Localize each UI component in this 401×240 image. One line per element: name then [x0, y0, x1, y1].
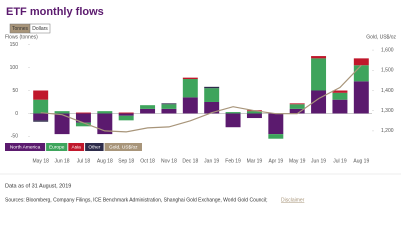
- bar: [161, 103, 177, 105]
- legend-swatch: [5, 143, 46, 151]
- bar: [97, 111, 113, 114]
- x-tick-label: Jun 19: [311, 158, 326, 164]
- bar: [33, 113, 49, 121]
- y-tick-label: -50: [11, 134, 18, 140]
- bar: [332, 90, 348, 93]
- y-tick-label: 50: [12, 88, 18, 94]
- x-tick-label: Jul 18: [77, 158, 91, 164]
- bar: [332, 99, 348, 114]
- bar: [33, 120, 49, 122]
- x-tick-label: Sep 18: [118, 158, 134, 164]
- bar: [161, 108, 177, 114]
- legend-swatch: [46, 143, 68, 151]
- y2-tick-label: 1,300: [381, 108, 394, 114]
- note: Data as of 31 August, 2019: [5, 183, 71, 189]
- bar: [161, 104, 177, 109]
- y-tick-label: 0: [15, 111, 18, 117]
- legend-swatch: [104, 143, 142, 151]
- x-tick-label: Oct 18: [140, 158, 155, 164]
- x-tick-label: Feb 19: [225, 158, 241, 164]
- chart: ETF monthly flows Tonnes Dollars Flows (…: [0, 6, 401, 203]
- y2-tick-label: 1,500: [381, 68, 394, 74]
- bar: [182, 77, 198, 80]
- bar: [353, 58, 369, 66]
- bar: [246, 111, 262, 114]
- legend-label: Other: [88, 145, 100, 151]
- bar: [75, 112, 91, 114]
- bar: [118, 113, 134, 116]
- legend-label: Gold, US$/oz: [109, 145, 138, 151]
- y-tick-label: 150: [10, 42, 19, 48]
- bar: [75, 122, 91, 127]
- bar: [182, 97, 198, 114]
- bar: [353, 81, 369, 114]
- bar: [268, 113, 284, 135]
- bar: [353, 65, 369, 82]
- y-tick-label: 100: [10, 65, 19, 71]
- bar: [140, 108, 156, 114]
- bar: [54, 113, 70, 135]
- bar: [75, 113, 91, 123]
- bar: [33, 90, 49, 100]
- button-bg[interactable]: [29, 23, 51, 34]
- legend-swatch: [68, 143, 85, 151]
- bar: [289, 108, 305, 114]
- bar: [54, 111, 70, 114]
- legend-label: Europe: [49, 145, 65, 151]
- button[interactable]: Dollars: [32, 26, 48, 32]
- y2-tick-label: 1,400: [381, 88, 394, 94]
- x-tick-label: Jan 19: [204, 158, 219, 164]
- bar: [289, 104, 305, 109]
- y2-tick-label: 1,600: [381, 47, 394, 53]
- x-tick-label: Apr 19: [268, 158, 283, 164]
- bar: [332, 92, 348, 100]
- gold-line: [40, 64, 362, 133]
- bar: [118, 112, 134, 114]
- bar: [204, 101, 220, 114]
- bar: [204, 88, 220, 102]
- bar: [225, 113, 241, 128]
- legend-label: Asia: [72, 145, 82, 151]
- bar: [182, 79, 198, 98]
- x-tick-label: Dec 18: [182, 158, 198, 164]
- legend-label: North America: [10, 145, 41, 151]
- bar: [268, 134, 284, 139]
- bar: [225, 112, 241, 114]
- bar: [118, 115, 134, 121]
- disclaimer-link[interactable]: Disclaimer: [281, 197, 305, 203]
- y2-tick-label: 1,200: [381, 128, 394, 134]
- bar: [140, 105, 156, 109]
- sources: Sources: Bloomberg, Company Filings, ICE…: [5, 197, 268, 203]
- chart-title: ETF monthly flows: [6, 6, 104, 18]
- x-tick-label: May 18: [32, 158, 49, 164]
- button[interactable]: Tonnes: [12, 26, 29, 32]
- legend-swatch: [85, 143, 104, 151]
- x-tick-label: May 19: [289, 158, 306, 164]
- bar: [204, 86, 220, 89]
- x-tick-label: Aug 18: [97, 158, 113, 164]
- y-axis-label: Flows (tonnes): [5, 34, 38, 40]
- bar: [33, 99, 49, 114]
- y2-axis-label: Gold, US$/oz: [366, 34, 396, 40]
- bar: [311, 58, 327, 91]
- x-tick-label: Jul 19: [333, 158, 347, 164]
- x-tick-label: Nov 18: [161, 158, 177, 164]
- x-tick-label: Aug 19: [353, 158, 369, 164]
- x-tick-label: Mar 19: [247, 158, 263, 164]
- x-tick-label: Jun 18: [55, 158, 70, 164]
- bar: [246, 113, 262, 119]
- bar: [311, 56, 327, 59]
- bar: [289, 103, 305, 105]
